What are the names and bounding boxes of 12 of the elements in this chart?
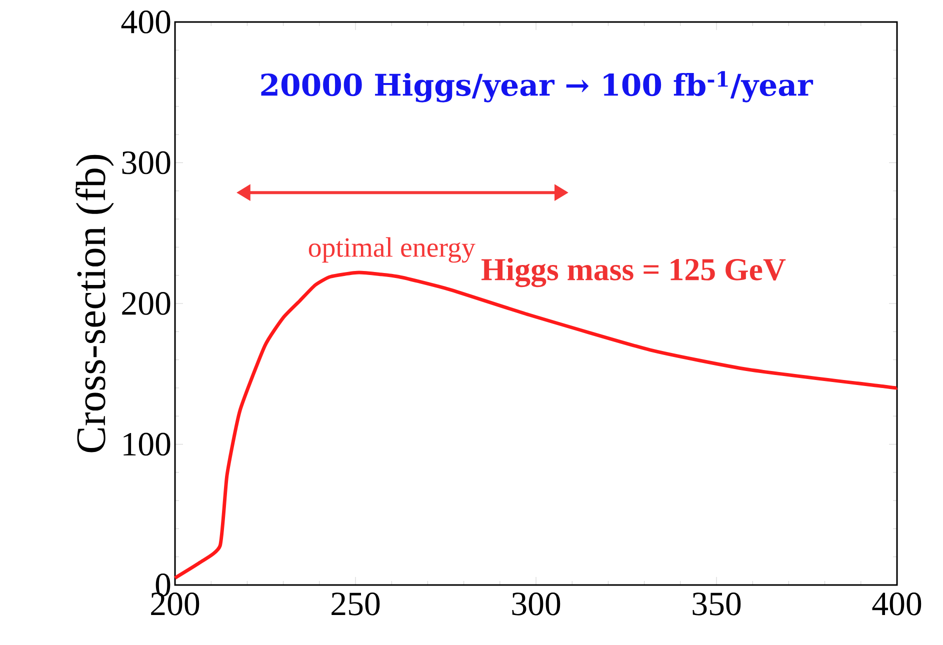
y-tick-label: 400 — [121, 10, 170, 34]
annotation: optimal energy — [308, 237, 476, 263]
annotation: Higgs mass = 125 GeV — [481, 258, 786, 288]
y-tick-label: 100 — [124, 432, 170, 456]
x-tick-label: 350 — [692, 592, 741, 616]
y-tick-label: 300 — [122, 151, 170, 174]
y-axis-title: Cross-section (fb) — [75, 154, 114, 452]
x-tick-label: 300 — [512, 592, 560, 616]
annotation: 20000 Higgs/year → 100 fb$^{-1}$/year — [261, 71, 814, 102]
x-tick-label: 400 — [872, 592, 922, 616]
y-tick-label: 200 — [122, 292, 170, 315]
x-tick-label: 250 — [332, 592, 380, 616]
